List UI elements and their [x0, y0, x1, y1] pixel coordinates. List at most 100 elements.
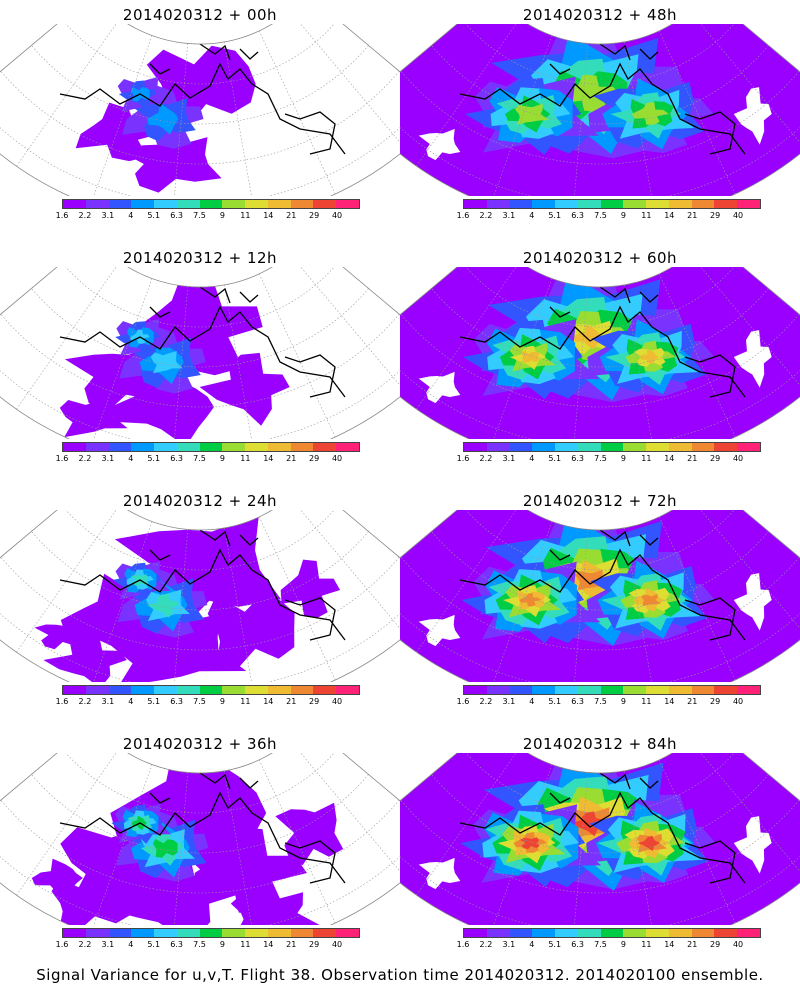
- colorbar-swatch: [532, 686, 556, 694]
- variance-map: [400, 267, 800, 439]
- colorbar-label: 21: [286, 940, 297, 949]
- colorbar-label: 29: [309, 454, 320, 463]
- colorbar-swatch: [131, 929, 155, 937]
- colorbar-swatch: [555, 929, 578, 937]
- colorbar-label: 6.3: [571, 211, 584, 220]
- colorbar-swatch: [222, 443, 246, 451]
- colorbar-swatch: [108, 200, 132, 208]
- colorbar-label: 7.5: [193, 454, 206, 463]
- colorbar-swatch: [714, 929, 738, 937]
- colorbar-swatch: [131, 443, 155, 451]
- variance-map: [0, 267, 400, 439]
- colorbar-swatch: [646, 929, 669, 937]
- colorbar-swatch: [336, 686, 359, 694]
- colorbar-swatch: [714, 686, 738, 694]
- colorbar-swatch: [267, 929, 291, 937]
- colorbar-label: 7.5: [594, 454, 607, 463]
- colorbar-label: 7.5: [193, 697, 206, 706]
- colorbar-swatch: [509, 443, 533, 451]
- colorbar-label: 21: [687, 454, 698, 463]
- colorbar-swatch: [555, 443, 578, 451]
- colorbar-label: 5.1: [147, 940, 161, 949]
- colorbar-swatch: [691, 200, 715, 208]
- colorbar-label: 9: [219, 697, 225, 706]
- colorbar-swatch: [267, 443, 291, 451]
- variance-map: [0, 753, 400, 925]
- colorbar-swatch: [85, 200, 109, 208]
- colorbar-label: 9: [620, 454, 626, 463]
- colorbar-label: 5.1: [548, 211, 562, 220]
- variance-field: [400, 510, 800, 682]
- colorbar-swatch: [63, 929, 86, 937]
- colorbar-label: 29: [309, 697, 320, 706]
- colorbar-swatch: [464, 200, 487, 208]
- colorbar-label: 1.6: [456, 454, 470, 463]
- colorbar-label: 3.1: [502, 940, 516, 949]
- colorbar-swatch: [222, 686, 246, 694]
- colorbar-label: 9: [219, 454, 225, 463]
- variance-field: [0, 753, 400, 925]
- colorbar-swatch: [486, 929, 510, 937]
- colorbar-label: 5.1: [147, 697, 161, 706]
- colorbar-swatch: [646, 443, 669, 451]
- colorbar-swatch: [532, 929, 556, 937]
- colorbar-label: 40: [331, 454, 343, 463]
- colorbar: [62, 928, 360, 938]
- coastline: [459, 529, 746, 641]
- colorbar-swatch: [600, 929, 624, 937]
- panel-title: 2014020312 + 00h: [122, 6, 278, 24]
- colorbar-label: 5.1: [147, 211, 161, 220]
- colorbar-label: 14: [263, 211, 274, 220]
- colorbar-label: 6.3: [170, 211, 183, 220]
- colorbar-swatch: [336, 443, 359, 451]
- colorbar-swatch: [464, 929, 487, 937]
- colorbar-swatch: [623, 200, 647, 208]
- colorbar-label: 3.1: [101, 454, 115, 463]
- colorbar-label: 14: [263, 940, 274, 949]
- colorbar-label: 29: [309, 940, 320, 949]
- colorbar-label: 1.6: [55, 211, 69, 220]
- colorbar-swatch: [509, 200, 533, 208]
- colorbar-label: 1.6: [456, 211, 470, 220]
- colorbar-swatch: [245, 929, 268, 937]
- colorbar-label: 21: [687, 697, 698, 706]
- colorbar-swatch: [290, 686, 314, 694]
- colorbar-swatch: [486, 443, 510, 451]
- colorbar-label: 9: [219, 211, 225, 220]
- colorbar: [62, 199, 360, 209]
- colorbar-swatch: [737, 200, 760, 208]
- colorbar-swatch: [714, 200, 738, 208]
- variance-field: [0, 267, 400, 439]
- colorbar-label: 40: [331, 940, 343, 949]
- colorbar-swatch: [668, 686, 692, 694]
- colorbar-swatch: [267, 686, 291, 694]
- colorbar-swatch: [222, 929, 246, 937]
- colorbar-label: 29: [710, 454, 721, 463]
- coastline: [459, 286, 746, 398]
- colorbar-label: 4: [128, 697, 134, 706]
- colorbar-label: 9: [620, 940, 626, 949]
- colorbar-label: 9: [620, 211, 626, 220]
- colorbar-label: 21: [286, 211, 297, 220]
- colorbar-label: 11: [641, 697, 652, 706]
- colorbar-swatch: [668, 929, 692, 937]
- colorbar-swatch: [737, 929, 760, 937]
- colorbar-swatch: [691, 686, 715, 694]
- colorbar-label: 6.3: [571, 454, 584, 463]
- colorbar-label: 40: [732, 211, 744, 220]
- colorbar-swatch: [176, 686, 200, 694]
- colorbar-swatch: [313, 443, 337, 451]
- colorbar-label: 4: [529, 211, 535, 220]
- colorbar-label: 2.2: [78, 940, 92, 949]
- colorbar-label: 29: [710, 940, 721, 949]
- panel-title: 2014020312 + 36h: [122, 735, 278, 753]
- colorbar-label: 4: [128, 211, 134, 220]
- colorbar-swatch: [577, 443, 601, 451]
- colorbar-swatch: [555, 200, 578, 208]
- colorbar-swatch: [737, 443, 760, 451]
- colorbar-label: 7.5: [594, 697, 607, 706]
- colorbar-label: 1.6: [456, 940, 470, 949]
- variance-field: [0, 510, 400, 682]
- colorbar-swatch: [222, 200, 246, 208]
- colorbar-label: 7.5: [193, 211, 206, 220]
